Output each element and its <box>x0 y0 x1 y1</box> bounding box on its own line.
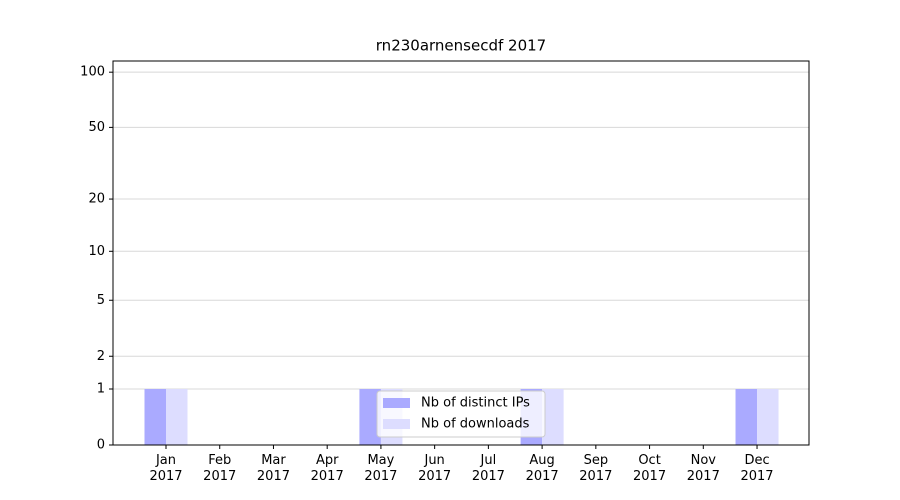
y-tick-label: 5 <box>97 293 105 308</box>
x-tick-label: Jun 2017 <box>418 453 452 484</box>
legend-label: Nb of downloads <box>421 417 530 432</box>
x-tick-label: Sep 2017 <box>579 453 613 484</box>
legend-box <box>376 390 546 438</box>
y-tick-label: 50 <box>88 120 105 135</box>
x-tick-label: Dec 2017 <box>740 453 774 484</box>
y-tick-label: 20 <box>88 192 105 207</box>
x-tick-label: Apr 2017 <box>310 453 344 484</box>
x-tick-label: Mar 2017 <box>256 453 290 484</box>
x-tick-label: Jul 2017 <box>471 453 505 484</box>
legend-swatch <box>383 419 410 429</box>
x-tick-label: Feb 2017 <box>203 453 237 484</box>
legend-swatch <box>383 398 410 408</box>
plot-frame <box>112 60 810 446</box>
y-tick-label: 2 <box>97 349 105 364</box>
y-tick-label: 1 <box>97 382 105 397</box>
y-tick-label: 0 <box>97 438 105 453</box>
bar <box>735 389 758 445</box>
bar <box>166 389 188 445</box>
bar <box>542 389 564 445</box>
legend-label: Nb of distinct IPs <box>421 396 530 411</box>
x-tick-label: May 2017 <box>364 453 398 484</box>
y-tick-label: 100 <box>80 65 105 80</box>
y-tick-label: 10 <box>88 244 105 259</box>
x-tick-label: Nov 2017 <box>686 453 720 484</box>
x-tick-label: Aug 2017 <box>525 453 559 484</box>
bar <box>144 389 166 445</box>
x-tick-label: Jan 2017 <box>149 453 183 484</box>
x-tick-label: Oct 2017 <box>633 453 667 484</box>
bar <box>757 389 779 445</box>
chart-title: rn230arnensecdf 2017 <box>376 37 546 55</box>
bar <box>359 389 381 445</box>
